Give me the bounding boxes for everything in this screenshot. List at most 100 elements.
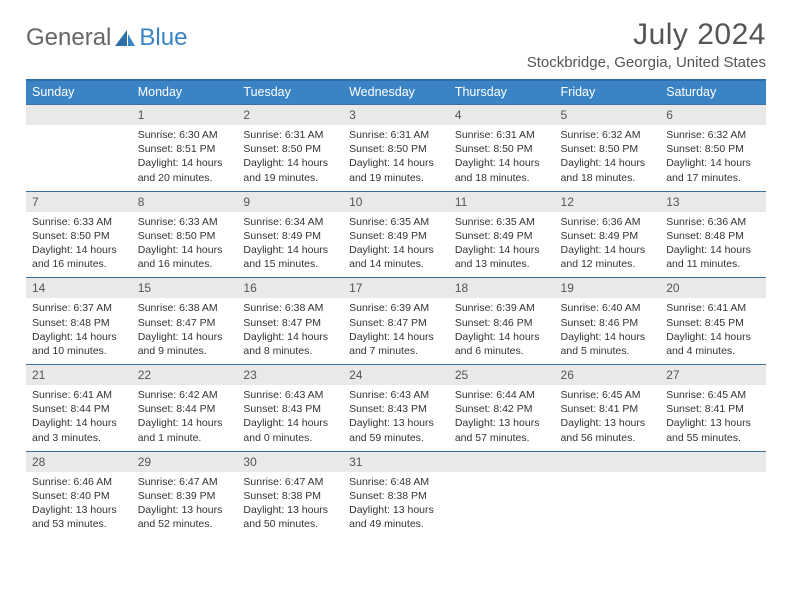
sunset-text: Sunset: 8:45 PM xyxy=(666,316,760,330)
logo-sail-icon xyxy=(113,28,137,48)
day-cell: Sunrise: 6:36 AMSunset: 8:49 PMDaylight:… xyxy=(555,212,661,278)
day-cell: Sunrise: 6:48 AMSunset: 8:38 PMDaylight:… xyxy=(343,472,449,538)
day-body-row: Sunrise: 6:33 AMSunset: 8:50 PMDaylight:… xyxy=(26,212,766,278)
day-cell: Sunrise: 6:31 AMSunset: 8:50 PMDaylight:… xyxy=(449,125,555,191)
sunset-text: Sunset: 8:49 PM xyxy=(455,229,549,243)
sunset-text: Sunset: 8:39 PM xyxy=(138,489,232,503)
day-number: 1 xyxy=(132,105,238,126)
weekday-header: Sunday xyxy=(26,80,132,105)
title-block: July 2024 Stockbridge, Georgia, United S… xyxy=(527,18,766,71)
sunrise-text: Sunrise: 6:45 AM xyxy=(561,388,655,402)
sunset-text: Sunset: 8:38 PM xyxy=(243,489,337,503)
day-cell: Sunrise: 6:31 AMSunset: 8:50 PMDaylight:… xyxy=(343,125,449,191)
weekday-header: Saturday xyxy=(660,80,766,105)
sunset-text: Sunset: 8:50 PM xyxy=(138,229,232,243)
day-cell: Sunrise: 6:32 AMSunset: 8:50 PMDaylight:… xyxy=(660,125,766,191)
day-cell: Sunrise: 6:34 AMSunset: 8:49 PMDaylight:… xyxy=(237,212,343,278)
sunset-text: Sunset: 8:50 PM xyxy=(349,142,443,156)
day-number: 14 xyxy=(26,278,132,299)
day-number xyxy=(26,105,132,126)
day-number-row: 28293031 xyxy=(26,451,766,472)
day-cell: Sunrise: 6:43 AMSunset: 8:43 PMDaylight:… xyxy=(237,385,343,451)
daylight-text: Daylight: 13 hours and 55 minutes. xyxy=(666,416,760,444)
day-body-row: Sunrise: 6:41 AMSunset: 8:44 PMDaylight:… xyxy=(26,385,766,451)
sunrise-text: Sunrise: 6:32 AM xyxy=(561,128,655,142)
day-number: 20 xyxy=(660,278,766,299)
daylight-text: Daylight: 14 hours and 3 minutes. xyxy=(32,416,126,444)
daylight-text: Daylight: 14 hours and 0 minutes. xyxy=(243,416,337,444)
daylight-text: Daylight: 14 hours and 5 minutes. xyxy=(561,330,655,358)
day-cell: Sunrise: 6:39 AMSunset: 8:47 PMDaylight:… xyxy=(343,298,449,364)
logo-text-2: Blue xyxy=(139,24,187,52)
daylight-text: Daylight: 14 hours and 7 minutes. xyxy=(349,330,443,358)
day-cell: Sunrise: 6:38 AMSunset: 8:47 PMDaylight:… xyxy=(237,298,343,364)
day-cell: Sunrise: 6:41 AMSunset: 8:45 PMDaylight:… xyxy=(660,298,766,364)
day-number: 29 xyxy=(132,451,238,472)
sunrise-text: Sunrise: 6:34 AM xyxy=(243,215,337,229)
day-cell: Sunrise: 6:33 AMSunset: 8:50 PMDaylight:… xyxy=(26,212,132,278)
daylight-text: Daylight: 13 hours and 49 minutes. xyxy=(349,503,443,531)
day-number: 28 xyxy=(26,451,132,472)
sunset-text: Sunset: 8:50 PM xyxy=(561,142,655,156)
day-number: 12 xyxy=(555,191,661,212)
header: General Blue July 2024 Stockbridge, Geor… xyxy=(26,18,766,71)
sunset-text: Sunset: 8:47 PM xyxy=(138,316,232,330)
sunrise-text: Sunrise: 6:35 AM xyxy=(349,215,443,229)
day-cell xyxy=(660,472,766,538)
daylight-text: Daylight: 13 hours and 52 minutes. xyxy=(138,503,232,531)
sunrise-text: Sunrise: 6:45 AM xyxy=(666,388,760,402)
daylight-text: Daylight: 14 hours and 18 minutes. xyxy=(561,156,655,184)
day-number: 17 xyxy=(343,278,449,299)
sunset-text: Sunset: 8:40 PM xyxy=(32,489,126,503)
sunrise-text: Sunrise: 6:41 AM xyxy=(32,388,126,402)
logo-text-1: General xyxy=(26,24,111,52)
day-number: 15 xyxy=(132,278,238,299)
day-number: 8 xyxy=(132,191,238,212)
day-number: 6 xyxy=(660,105,766,126)
day-cell: Sunrise: 6:38 AMSunset: 8:47 PMDaylight:… xyxy=(132,298,238,364)
sunrise-text: Sunrise: 6:31 AM xyxy=(455,128,549,142)
weekday-header: Monday xyxy=(132,80,238,105)
sunrise-text: Sunrise: 6:33 AM xyxy=(138,215,232,229)
day-body-row: Sunrise: 6:46 AMSunset: 8:40 PMDaylight:… xyxy=(26,472,766,538)
sunrise-text: Sunrise: 6:39 AM xyxy=(455,301,549,315)
calendar-table: Sunday Monday Tuesday Wednesday Thursday… xyxy=(26,79,766,537)
sunset-text: Sunset: 8:48 PM xyxy=(666,229,760,243)
day-number-row: 78910111213 xyxy=(26,191,766,212)
sunset-text: Sunset: 8:49 PM xyxy=(349,229,443,243)
daylight-text: Daylight: 14 hours and 6 minutes. xyxy=(455,330,549,358)
sunset-text: Sunset: 8:49 PM xyxy=(561,229,655,243)
day-number: 13 xyxy=(660,191,766,212)
day-number: 7 xyxy=(26,191,132,212)
day-cell: Sunrise: 6:37 AMSunset: 8:48 PMDaylight:… xyxy=(26,298,132,364)
day-number-row: 123456 xyxy=(26,105,766,126)
sunset-text: Sunset: 8:47 PM xyxy=(349,316,443,330)
day-cell: Sunrise: 6:35 AMSunset: 8:49 PMDaylight:… xyxy=(449,212,555,278)
sunrise-text: Sunrise: 6:48 AM xyxy=(349,475,443,489)
day-number-row: 21222324252627 xyxy=(26,365,766,386)
daylight-text: Daylight: 13 hours and 50 minutes. xyxy=(243,503,337,531)
sunrise-text: Sunrise: 6:35 AM xyxy=(455,215,549,229)
day-number: 24 xyxy=(343,365,449,386)
sunset-text: Sunset: 8:43 PM xyxy=(243,402,337,416)
day-number: 21 xyxy=(26,365,132,386)
daylight-text: Daylight: 14 hours and 8 minutes. xyxy=(243,330,337,358)
sunset-text: Sunset: 8:44 PM xyxy=(32,402,126,416)
day-number: 5 xyxy=(555,105,661,126)
daylight-text: Daylight: 14 hours and 16 minutes. xyxy=(138,243,232,271)
daylight-text: Daylight: 13 hours and 53 minutes. xyxy=(32,503,126,531)
sunset-text: Sunset: 8:41 PM xyxy=(666,402,760,416)
daylight-text: Daylight: 14 hours and 16 minutes. xyxy=(32,243,126,271)
daylight-text: Daylight: 14 hours and 14 minutes. xyxy=(349,243,443,271)
sunrise-text: Sunrise: 6:42 AM xyxy=(138,388,232,402)
weekday-header-row: Sunday Monday Tuesday Wednesday Thursday… xyxy=(26,80,766,105)
day-cell: Sunrise: 6:42 AMSunset: 8:44 PMDaylight:… xyxy=(132,385,238,451)
day-cell: Sunrise: 6:43 AMSunset: 8:43 PMDaylight:… xyxy=(343,385,449,451)
day-number: 2 xyxy=(237,105,343,126)
day-cell: Sunrise: 6:46 AMSunset: 8:40 PMDaylight:… xyxy=(26,472,132,538)
day-number: 18 xyxy=(449,278,555,299)
sunset-text: Sunset: 8:51 PM xyxy=(138,142,232,156)
sunrise-text: Sunrise: 6:31 AM xyxy=(243,128,337,142)
sunrise-text: Sunrise: 6:31 AM xyxy=(349,128,443,142)
sunrise-text: Sunrise: 6:43 AM xyxy=(349,388,443,402)
